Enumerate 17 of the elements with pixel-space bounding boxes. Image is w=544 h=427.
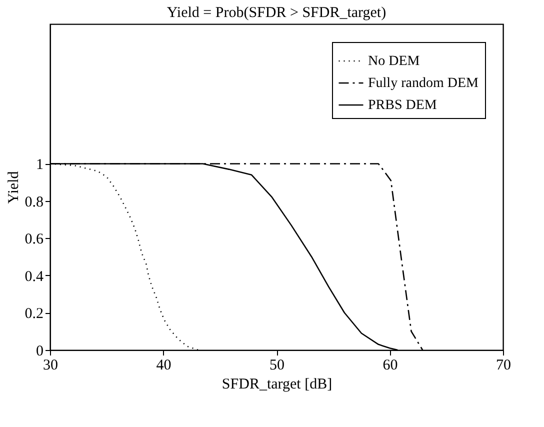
y-tick-label: 1 <box>36 157 44 174</box>
x-tick-label: 30 <box>43 358 58 374</box>
x-tick-label: 60 <box>382 358 398 374</box>
y-tick-label: 0 <box>36 344 44 360</box>
y-axis-title: Yield <box>6 170 22 204</box>
y-tick-label: 0.6 <box>24 232 44 248</box>
x-tick-label: 40 <box>156 358 172 374</box>
x-tick-label: 70 <box>496 358 511 374</box>
legend-label: PRBS DEM <box>368 98 438 113</box>
y-tick-label: 0.8 <box>24 194 44 210</box>
y-tick-label: 0.4 <box>24 268 44 285</box>
legend-label: Fully random DEM <box>368 76 479 91</box>
x-tick-label: 50 <box>270 358 284 374</box>
chart-title: Yield = Prob(SFDR > SFDR_target) <box>166 5 386 21</box>
legend-label: No DEM <box>368 54 420 69</box>
x-axis-title: SFDR_target [dB] <box>222 376 332 392</box>
y-tick-label: 0.2 <box>24 306 44 322</box>
